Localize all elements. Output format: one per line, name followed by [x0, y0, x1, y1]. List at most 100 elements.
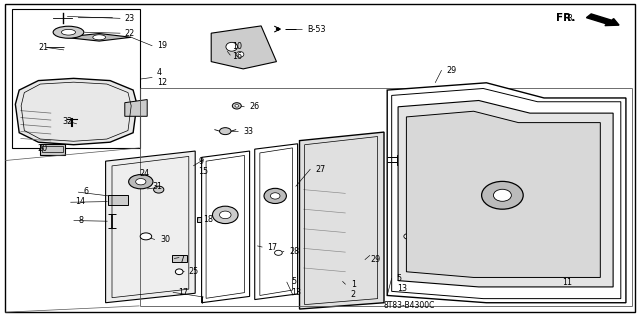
Text: B-53: B-53	[307, 25, 326, 33]
Ellipse shape	[236, 52, 244, 57]
Ellipse shape	[482, 181, 524, 209]
Ellipse shape	[404, 234, 413, 239]
Text: 14: 14	[76, 197, 86, 206]
Text: 8T83-B4300C: 8T83-B4300C	[384, 301, 435, 310]
Text: 30: 30	[460, 155, 470, 164]
Text: 8: 8	[78, 216, 83, 225]
Ellipse shape	[144, 234, 148, 238]
Text: 13: 13	[397, 284, 407, 293]
Ellipse shape	[61, 29, 76, 35]
Text: 28: 28	[428, 254, 438, 263]
Text: FR.: FR.	[563, 14, 575, 23]
Polygon shape	[108, 195, 128, 205]
Text: FR.: FR.	[556, 13, 575, 23]
Polygon shape	[172, 255, 187, 262]
Ellipse shape	[501, 202, 504, 205]
Text: 1: 1	[351, 280, 356, 289]
Text: 6: 6	[83, 187, 88, 196]
Ellipse shape	[416, 254, 419, 257]
Text: 28: 28	[289, 247, 300, 256]
Text: 9: 9	[198, 157, 204, 166]
Text: 34: 34	[430, 236, 440, 245]
Ellipse shape	[235, 105, 239, 107]
Ellipse shape	[413, 252, 422, 258]
Ellipse shape	[232, 103, 241, 109]
Ellipse shape	[493, 189, 511, 201]
Text: 18: 18	[204, 215, 214, 224]
Ellipse shape	[275, 250, 282, 255]
Ellipse shape	[53, 26, 84, 38]
Text: 26: 26	[250, 102, 260, 111]
Polygon shape	[40, 144, 65, 155]
Polygon shape	[387, 83, 626, 303]
Text: 32: 32	[63, 117, 73, 126]
Text: 3: 3	[562, 268, 567, 277]
Ellipse shape	[428, 239, 430, 241]
Text: 11: 11	[562, 278, 572, 287]
Ellipse shape	[220, 128, 231, 135]
Text: 5: 5	[511, 248, 516, 257]
Text: 4: 4	[157, 68, 162, 77]
Ellipse shape	[154, 186, 164, 193]
Ellipse shape	[140, 183, 142, 185]
Ellipse shape	[424, 237, 433, 243]
Text: 29: 29	[481, 214, 492, 223]
Text: 2: 2	[351, 290, 356, 299]
Polygon shape	[255, 144, 298, 300]
Text: 13: 13	[291, 288, 301, 297]
FancyArrow shape	[586, 14, 619, 26]
Ellipse shape	[154, 181, 156, 183]
Polygon shape	[406, 111, 600, 277]
Ellipse shape	[264, 188, 287, 204]
Text: 21: 21	[38, 43, 49, 52]
Ellipse shape	[140, 233, 152, 240]
Polygon shape	[15, 78, 137, 145]
Ellipse shape	[93, 35, 106, 40]
Text: 24: 24	[140, 169, 150, 178]
Text: 22: 22	[125, 29, 135, 38]
Ellipse shape	[226, 42, 237, 51]
Ellipse shape	[136, 179, 146, 185]
Polygon shape	[300, 132, 384, 309]
Ellipse shape	[178, 270, 180, 273]
Polygon shape	[106, 151, 195, 303]
Polygon shape	[197, 217, 211, 222]
Text: 25: 25	[189, 267, 199, 276]
Text: 16: 16	[232, 52, 242, 61]
Text: 17: 17	[268, 243, 278, 252]
Text: 12: 12	[157, 78, 167, 87]
Polygon shape	[12, 9, 140, 148]
Polygon shape	[64, 33, 131, 41]
Polygon shape	[125, 100, 147, 116]
Ellipse shape	[175, 269, 183, 275]
Ellipse shape	[525, 194, 528, 197]
Text: 13: 13	[511, 258, 521, 267]
Text: 27: 27	[315, 165, 325, 173]
Text: 29: 29	[447, 66, 457, 75]
Ellipse shape	[407, 235, 410, 238]
Ellipse shape	[220, 211, 231, 219]
Text: 30: 30	[160, 235, 170, 244]
Text: 15: 15	[198, 167, 209, 176]
Ellipse shape	[140, 179, 142, 181]
Ellipse shape	[212, 206, 238, 224]
Ellipse shape	[129, 174, 153, 189]
Text: 5: 5	[397, 274, 402, 283]
Text: 29: 29	[370, 255, 380, 264]
Ellipse shape	[82, 36, 84, 39]
Ellipse shape	[477, 194, 479, 197]
Text: 20: 20	[37, 144, 47, 153]
Text: 7: 7	[179, 255, 184, 264]
Text: 5: 5	[291, 277, 296, 286]
Text: 31: 31	[152, 182, 163, 191]
Polygon shape	[5, 4, 635, 312]
Polygon shape	[211, 26, 276, 69]
Ellipse shape	[276, 27, 280, 31]
Text: 17: 17	[178, 288, 188, 297]
Polygon shape	[202, 151, 250, 303]
Ellipse shape	[270, 193, 280, 199]
Ellipse shape	[125, 181, 128, 183]
Text: 33: 33	[243, 127, 253, 136]
Polygon shape	[397, 155, 415, 165]
Polygon shape	[398, 100, 613, 287]
